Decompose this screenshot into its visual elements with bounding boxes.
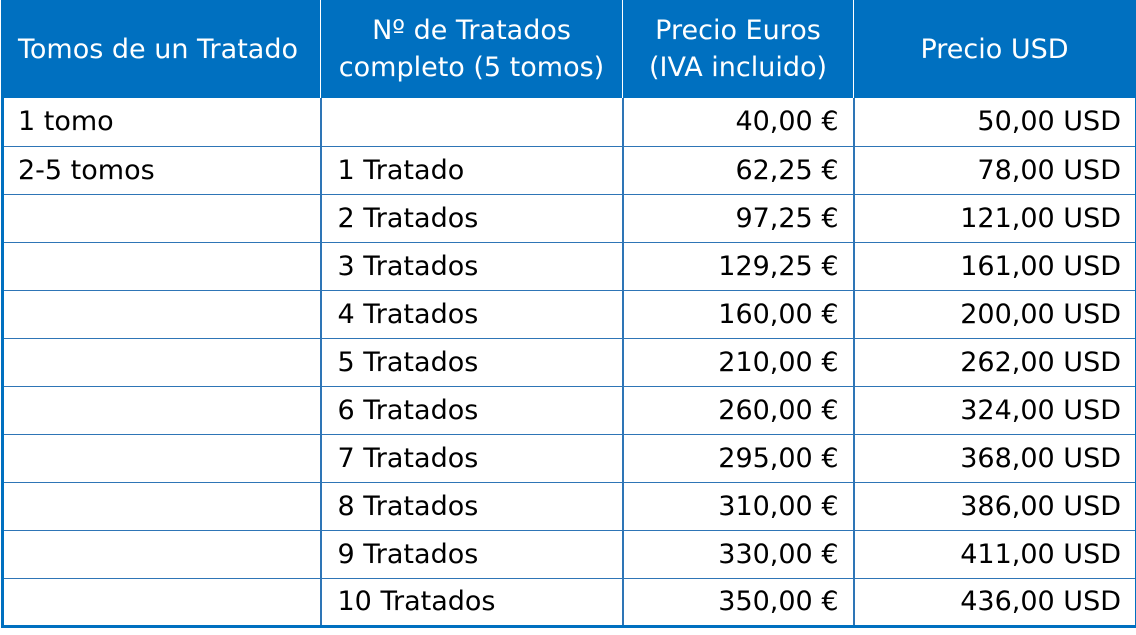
cell-precio-usd: 262,00 USD [852,338,1136,387]
header-precio-usd-label: Precio USD [920,33,1069,65]
cell-tomos [1,434,322,483]
table-row: 5 Tratados 210,00 € 262,00 USD [1,338,1136,387]
table-row: 2-5 tomos 1 Tratado 62,25 € 78,00 USD [1,146,1136,195]
cell-precio-euros: 129,25 € [621,242,855,291]
cell-tomos [1,386,322,435]
cell-tomos [1,482,322,531]
header-tomos: Tomos de un Tratado [1,0,321,98]
price-table-body: 1 tomo 40,00 € 50,00 USD 2-5 tomos 1 Tra… [1,98,1136,628]
cell-precio-usd: 368,00 USD [852,434,1136,483]
cell-precio-euros: 330,00 € [621,530,855,579]
cell-precio-usd: 324,00 USD [852,386,1136,435]
cell-tratados [319,98,624,147]
cell-tratados: 6 Tratados [319,386,624,435]
header-tomos-label: Tomos de un Tratado [18,33,298,65]
cell-precio-euros: 62,25 € [621,146,855,195]
cell-tomos [1,194,322,243]
cell-precio-usd: 200,00 USD [852,290,1136,339]
cell-tratados: 5 Tratados [319,338,624,387]
cell-tomos [1,290,322,339]
header-tratados: Nº de Tratados completo (5 tomos) [320,0,623,98]
cell-tratados: 1 Tratado [319,146,624,195]
table-row: 7 Tratados 295,00 € 368,00 USD [1,434,1136,483]
cell-tomos [1,530,322,579]
cell-precio-usd: 121,00 USD [852,194,1136,243]
table-row: 1 tomo 40,00 € 50,00 USD [1,98,1136,147]
cell-tomos [1,578,322,628]
table-row: 2 Tratados 97,25 € 121,00 USD [1,194,1136,243]
cell-tratados: 8 Tratados [319,482,624,531]
price-table-header: Tomos de un Tratado Nº de Tratados compl… [1,0,1136,98]
cell-tratados: 10 Tratados [319,578,624,628]
cell-tratados: 9 Tratados [319,530,624,579]
header-row: Tomos de un Tratado Nº de Tratados compl… [1,0,1136,98]
cell-tratados: 3 Tratados [319,242,624,291]
cell-precio-usd: 436,00 USD [852,578,1136,628]
header-precio-euros-line1: Precio Euros [655,15,821,46]
header-precio-euros-line2: (IVA incluido) [648,52,828,83]
cell-precio-euros: 310,00 € [621,482,855,531]
cell-tratados: 7 Tratados [319,434,624,483]
header-tratados-line2: completo (5 tomos) [338,52,605,83]
table-row: 6 Tratados 260,00 € 324,00 USD [1,386,1136,435]
cell-precio-usd: 161,00 USD [852,242,1136,291]
table-row: 3 Tratados 129,25 € 161,00 USD [1,242,1136,291]
cell-precio-euros: 295,00 € [621,434,855,483]
cell-tomos [1,338,322,387]
cell-precio-usd: 50,00 USD [852,98,1136,147]
cell-tratados: 4 Tratados [319,290,624,339]
cell-tomos: 1 tomo [1,98,322,147]
table-row: 4 Tratados 160,00 € 200,00 USD [1,290,1136,339]
cell-tomos [1,242,322,291]
cell-precio-euros: 97,25 € [621,194,855,243]
cell-precio-euros: 160,00 € [621,290,855,339]
cell-tratados: 2 Tratados [319,194,624,243]
cell-precio-usd: 411,00 USD [852,530,1136,579]
cell-precio-euros: 210,00 € [621,338,855,387]
cell-precio-euros: 40,00 € [621,98,855,147]
table-row: 8 Tratados 310,00 € 386,00 USD [1,482,1136,531]
header-tratados-line1: Nº de Tratados [372,15,571,46]
header-precio-euros: Precio Euros (IVA incluido) [622,0,854,98]
cell-tomos: 2-5 tomos [1,146,322,195]
cell-precio-usd: 386,00 USD [852,482,1136,531]
cell-precio-euros: 260,00 € [621,386,855,435]
cell-precio-usd: 78,00 USD [852,146,1136,195]
table-row: 9 Tratados 330,00 € 411,00 USD [1,530,1136,579]
table-row: 10 Tratados 350,00 € 436,00 USD [1,578,1136,628]
header-precio-usd: Precio USD [853,0,1136,98]
cell-precio-euros: 350,00 € [621,578,855,628]
